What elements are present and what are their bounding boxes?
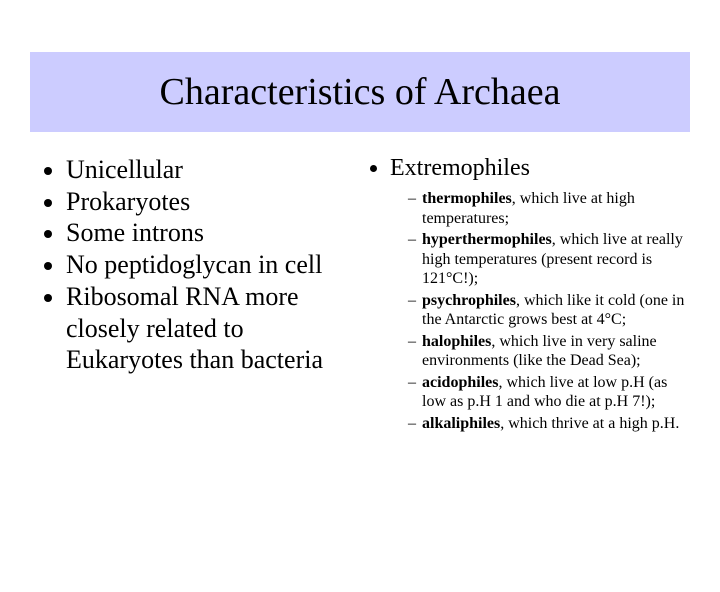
sub-term: psychrophiles [422,292,516,309]
sub-item: psychrophiles, which like it cold (one i… [408,291,690,330]
list-item: No peptidoglycan in cell [66,249,350,281]
list-item: Ribosomal RNA more closely related to Eu… [66,281,350,376]
slide-title: Characteristics of Archaea [40,70,680,114]
sub-item: thermophiles, which live at high tempera… [408,189,690,228]
sub-item: acidophiles, which live at low p.H (as l… [408,373,690,412]
left-column: Unicellular Prokaryotes Some introns No … [30,154,360,435]
sub-term: acidophiles [422,374,498,391]
list-item: Unicellular [66,154,350,186]
right-column: Extremophiles thermophiles, which live a… [360,154,690,435]
sub-term: alkaliphiles [422,415,500,432]
right-bullet-list: Extremophiles thermophiles, which live a… [366,154,690,433]
title-band: Characteristics of Archaea [30,52,690,132]
extremophiles-item: Extremophiles thermophiles, which live a… [390,154,690,433]
sub-list: thermophiles, which live at high tempera… [390,189,690,433]
list-item: Prokaryotes [66,186,350,218]
right-heading: Extremophiles [390,155,530,181]
sub-term: thermophiles [422,190,512,207]
sub-term: halophiles [422,333,491,350]
sub-item: hyperthermophiles, which live at really … [408,230,690,289]
sub-item: alkaliphiles, which thrive at a high p.H… [408,414,690,434]
sub-item: halophiles, which live in very saline en… [408,332,690,371]
left-bullet-list: Unicellular Prokaryotes Some introns No … [30,154,350,376]
list-item: Some introns [66,217,350,249]
body-area: Unicellular Prokaryotes Some introns No … [30,154,690,435]
sub-rest: , which thrive at a high p.H. [500,415,679,432]
sub-term: hyperthermophiles [422,231,552,248]
